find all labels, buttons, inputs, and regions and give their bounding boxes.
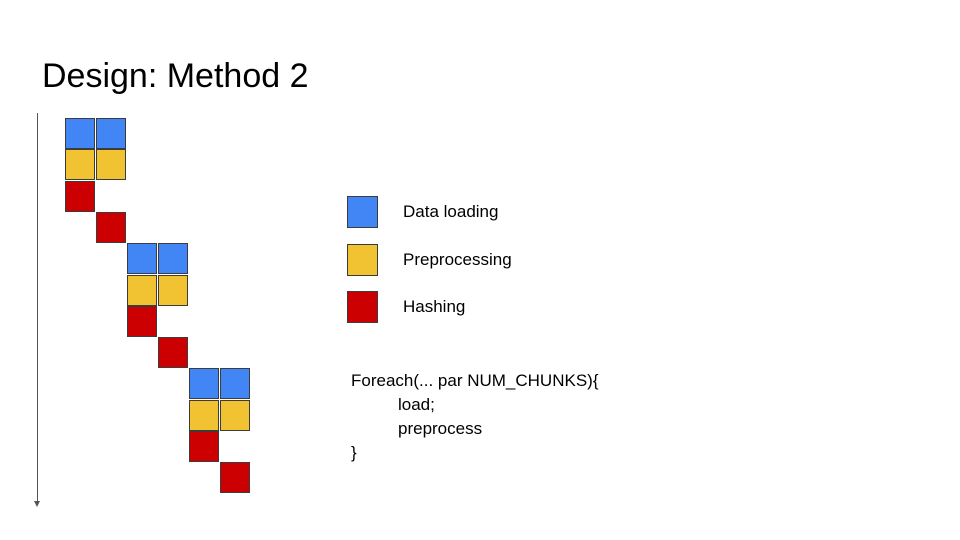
code-line-load: load; [398,395,435,414]
block-preprocessing-chunk-3-lane-2 [220,399,250,431]
block-hashing-chunk-1-2 [96,211,126,243]
block-data-loading-chunk-1-lane-2 [96,118,126,149]
code-line-preprocess: preprocess [398,419,483,438]
legend-swatch-preprocessing [347,244,378,276]
arrow-down-icon [34,501,40,507]
legend-swatch-hashing [347,291,378,323]
legend-label-data-loading: Data loading [403,202,499,221]
block-hashing-chunk-2-1 [127,305,157,337]
block-preprocessing-chunk-3-lane-1 [189,399,219,431]
time-axis-line [37,113,38,503]
legend-label-preprocessing: Preprocessing [403,250,512,269]
block-preprocessing-chunk-2-lane-1 [127,274,157,306]
block-data-loading-chunk-1-lane-1 [65,118,95,149]
code-line-close-brace: } [351,443,357,462]
block-hashing-chunk-3-1 [189,431,219,462]
slide-title: Design: Method 2 [42,57,309,95]
legend-swatch-data-loading [347,196,378,228]
block-preprocessing-chunk-1-lane-1 [65,149,95,181]
block-data-loading-chunk-3-lane-1 [189,368,219,400]
block-hashing-chunk-3-2 [220,462,250,494]
block-data-loading-chunk-2-lane-1 [127,243,157,275]
block-hashing-chunk-2-2 [158,337,188,369]
block-data-loading-chunk-3-lane-2 [220,368,250,400]
block-hashing-chunk-1-1 [65,180,95,212]
code-snippet: Foreach(... par NUM_CHUNKS){ load; prepr… [351,369,599,465]
block-data-loading-chunk-2-lane-2 [158,243,188,275]
block-preprocessing-chunk-1-lane-2 [96,149,126,181]
block-preprocessing-chunk-2-lane-2 [158,274,188,306]
legend-label-hashing: Hashing [403,297,466,316]
code-line-foreach: Foreach(... par NUM_CHUNKS){ [351,371,599,390]
